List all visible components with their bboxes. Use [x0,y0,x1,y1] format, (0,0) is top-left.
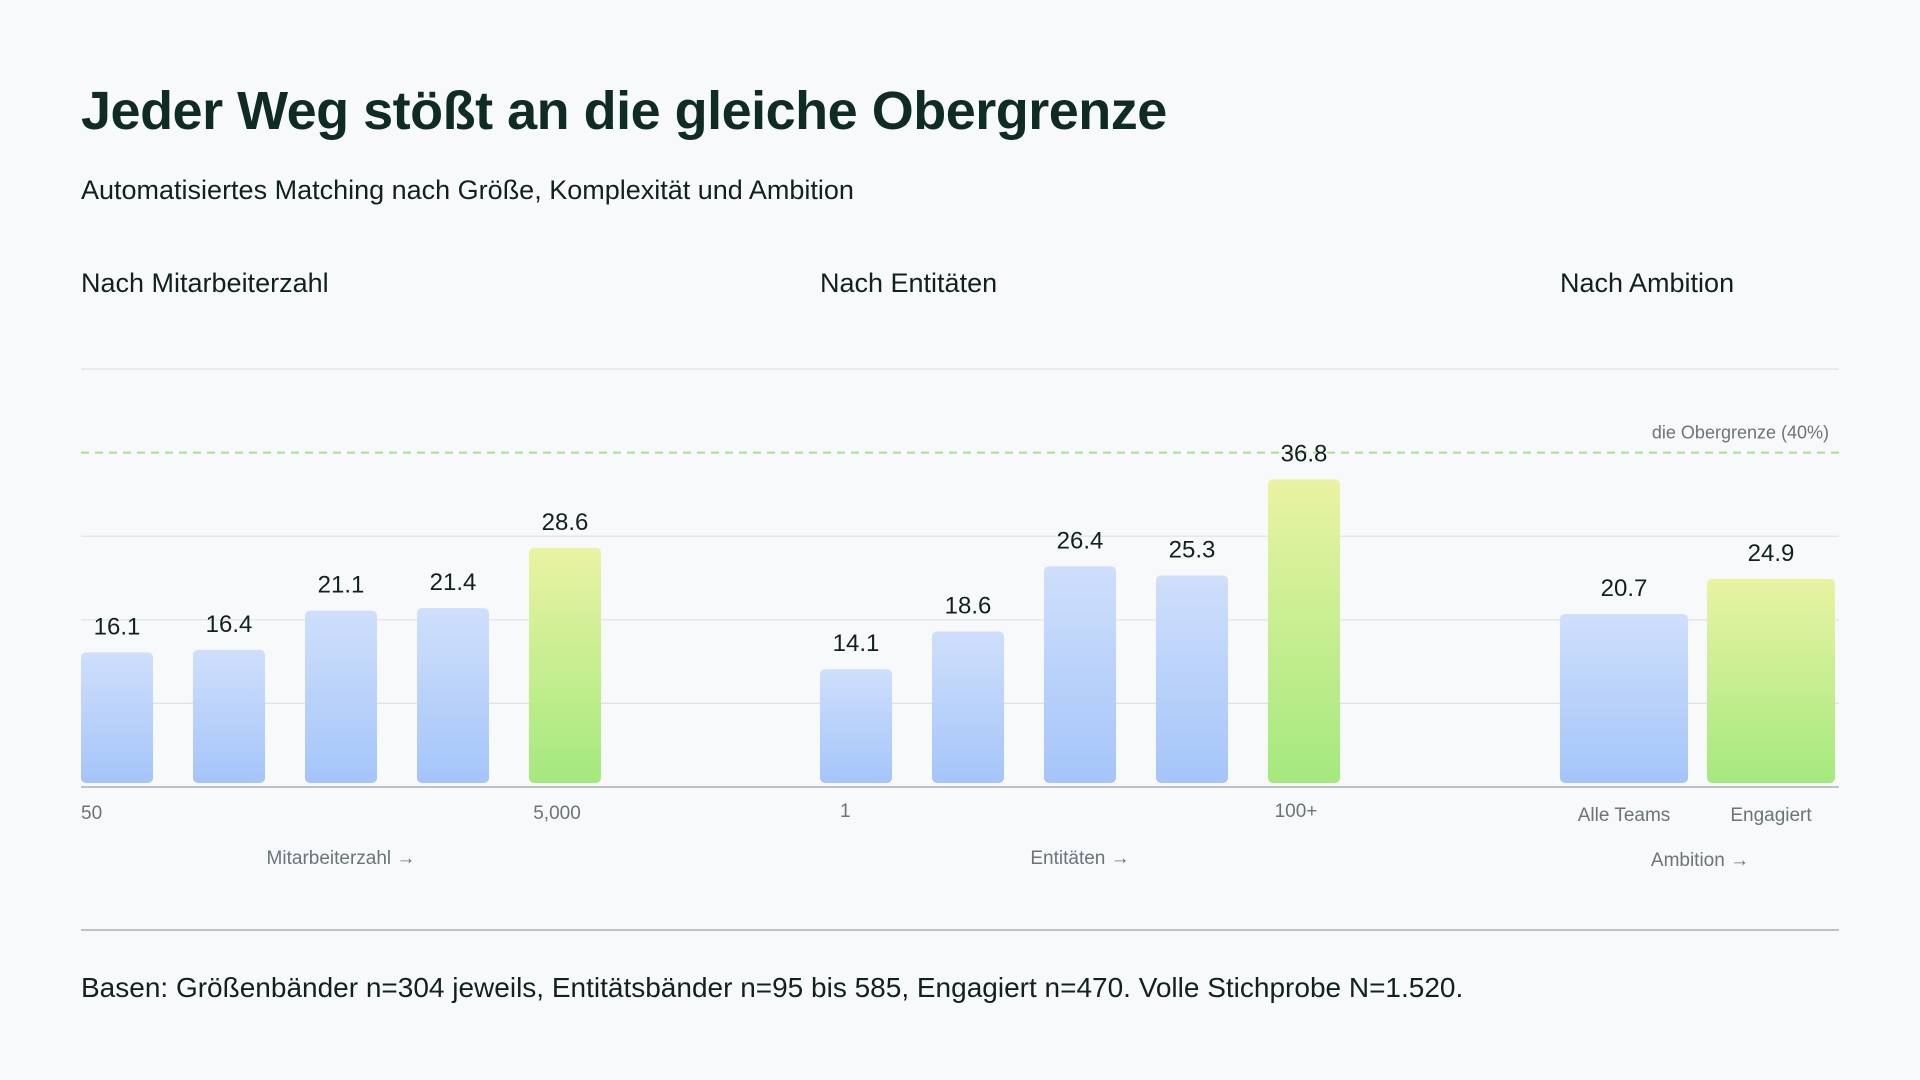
bar-panel-2: 14.1 18.6 26.4 25.3 36.8 1 100+ Entitäten → [820,440,1340,869]
x-category-label: Alle Teams [1578,805,1671,826]
bar-value-label: 18.6 [945,593,992,620]
bar-value-label: 21.1 [318,572,365,599]
bar [1156,575,1228,783]
bar-value-label: 21.4 [430,569,477,596]
bar-panel-3: 20.7 24.9 Alle Teams Engagiert Ambition → [1560,540,1835,871]
bar-value-label: 14.1 [833,630,880,657]
bar-value-label: 16.4 [206,611,253,638]
bar-value-label: 20.7 [1601,575,1648,602]
bar-value-label: 24.9 [1748,540,1795,567]
page-subtitle: Automatisiertes Matching nach Größe, Kom… [81,175,854,205]
x-category-label: Engagiert [1730,805,1812,826]
bar [1707,578,1835,783]
bar-panel-1: 16.1 16.4 21.1 21.4 28.6 50 5,000 Mitarbeiterza… [81,509,601,869]
panel-title-ambition: Nach Ambition [1560,268,1735,298]
x-axis-label: Mitarbeiterzahl → [267,848,416,869]
bar [932,631,1004,783]
bar [1560,613,1688,783]
page-title: Jeder Weg stößt an die gleiche Obergrenz… [81,81,1167,141]
x-tick-label: 5,000 [533,803,581,824]
bar-value-label: 16.1 [94,613,141,640]
bars: 16.1 16.4 21.1 21.4 28.6 50 5,000 Mitarbeiterza… [81,440,1835,871]
ceiling-reference-label: die Obergrenze (40%) [1652,423,1829,443]
x-tick-label: 50 [81,803,102,824]
bar-value-label: 25.3 [1169,536,1216,563]
bar [1044,566,1116,783]
bar [81,652,153,783]
bar-value-label: 36.8 [1281,440,1328,467]
bar [417,608,489,783]
panel-title-entitaeten: Nach Entitäten [820,268,998,298]
x-tick-label: 100+ [1275,801,1318,822]
x-axis-label: Entitäten → [1030,848,1129,869]
bar-value-label: 28.6 [542,509,589,536]
bar [529,547,601,783]
bar [820,669,892,783]
bar-value-label: 26.4 [1057,527,1104,554]
x-axis-label: Ambition → [1651,850,1749,871]
panel-title-mitarbeiterzahl: Nach Mitarbeiterzahl [81,268,329,298]
x-tick-label: 1 [840,801,851,822]
bar [1268,479,1340,783]
bar [193,649,265,783]
bar [305,610,377,783]
footnote: Basen: Größenbänder n=304 jeweils, Entit… [81,972,1464,1003]
